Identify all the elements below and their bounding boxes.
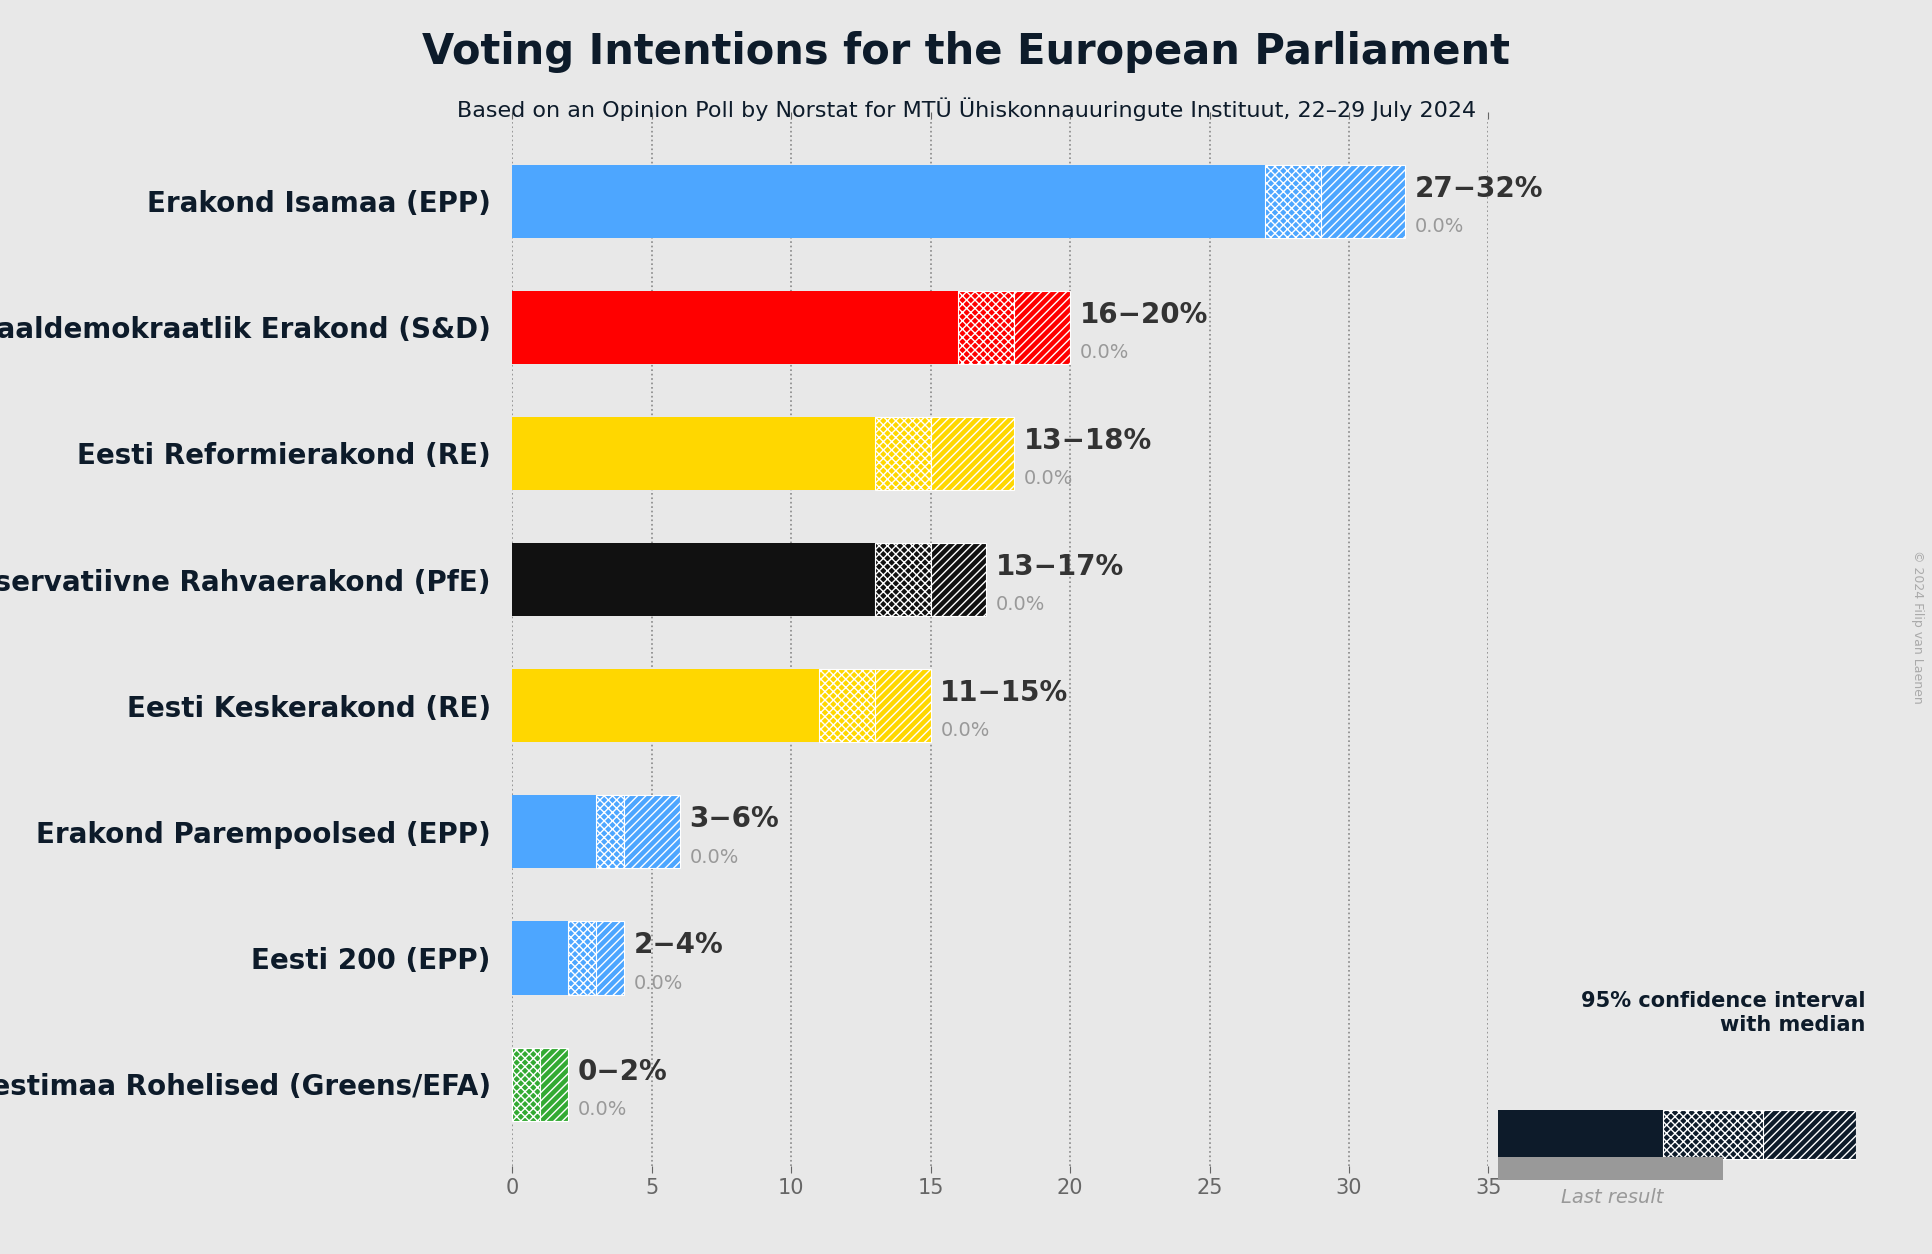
Bar — [1320, 164, 1405, 238]
Bar — [512, 922, 568, 994]
Bar — [624, 795, 680, 869]
Text: 0.0%: 0.0% — [634, 974, 682, 993]
Text: Voting Intentions for the European Parliament: Voting Intentions for the European Parli… — [423, 31, 1509, 73]
Bar — [1762, 1110, 1855, 1159]
Text: 0.0%: 0.0% — [995, 596, 1045, 614]
Bar — [1497, 1157, 1723, 1180]
Bar — [539, 1047, 568, 1121]
Bar — [512, 1047, 539, 1121]
Text: 13−18%: 13−18% — [1024, 426, 1151, 455]
Bar — [1265, 164, 1320, 238]
Text: 95% confidence interval
with median: 95% confidence interval with median — [1580, 992, 1864, 1035]
Text: 13−17%: 13−17% — [995, 553, 1124, 581]
Bar — [875, 543, 929, 616]
Bar — [512, 164, 1265, 238]
Bar — [929, 543, 985, 616]
Bar — [929, 416, 1014, 490]
Text: 0.0%: 0.0% — [939, 721, 989, 740]
Bar — [512, 670, 819, 742]
Text: Based on an Opinion Poll by Norstat for MTÜ Ühiskonnauuringute Instituut, 22–29 : Based on an Opinion Poll by Norstat for … — [456, 98, 1476, 122]
Text: © 2024 Filip van Laenen: © 2024 Filip van Laenen — [1911, 551, 1922, 703]
Bar — [1014, 291, 1070, 364]
Bar — [512, 543, 875, 616]
Text: 0.0%: 0.0% — [690, 848, 738, 867]
Bar — [595, 922, 624, 994]
Bar — [595, 795, 624, 869]
Bar — [512, 416, 875, 490]
Bar — [819, 670, 875, 742]
Text: 0.0%: 0.0% — [1414, 217, 1463, 236]
Text: 2−4%: 2−4% — [634, 932, 723, 959]
Text: 16−20%: 16−20% — [1080, 301, 1208, 329]
Text: 27−32%: 27−32% — [1414, 174, 1542, 202]
Text: 0.0%: 0.0% — [1024, 469, 1072, 488]
Bar — [512, 795, 595, 869]
Text: 0−2%: 0−2% — [578, 1057, 667, 1086]
Text: 0.0%: 0.0% — [578, 1100, 626, 1119]
Text: 11−15%: 11−15% — [939, 680, 1068, 707]
Text: Last result: Last result — [1561, 1188, 1663, 1206]
Bar — [958, 291, 1014, 364]
Text: 0.0%: 0.0% — [1080, 344, 1128, 362]
Bar — [512, 291, 958, 364]
Text: 3−6%: 3−6% — [690, 805, 779, 834]
Bar — [875, 670, 929, 742]
Bar — [1662, 1110, 1762, 1159]
Bar — [875, 416, 929, 490]
Bar — [1497, 1110, 1662, 1159]
Bar — [568, 922, 595, 994]
